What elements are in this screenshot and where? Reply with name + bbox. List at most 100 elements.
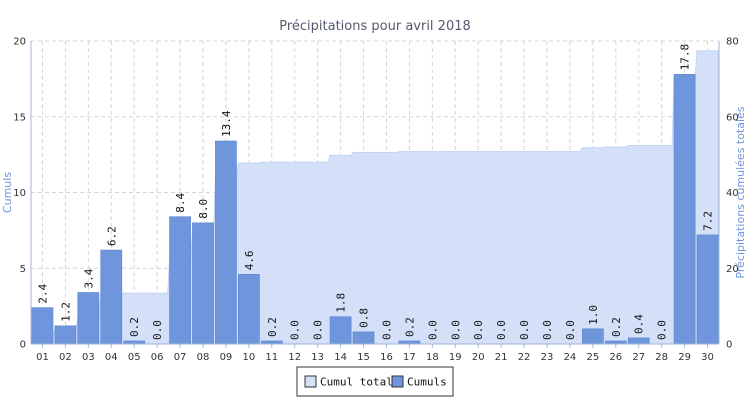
- data-label-day-25: 1.0: [587, 305, 600, 325]
- bar-day-04: [100, 249, 123, 345]
- y-axis-right-label: Précipitations cumulées totales: [734, 106, 747, 278]
- data-label-day-17: 0.2: [403, 317, 416, 337]
- data-label-day-04: 6.2: [105, 226, 118, 246]
- y-tick-right: 20: [726, 264, 739, 275]
- data-label-day-05: 0.2: [128, 317, 141, 337]
- bar-day-07: [169, 216, 191, 345]
- data-label-day-08: 8.0: [197, 199, 210, 219]
- x-tick-19: 19: [449, 352, 462, 363]
- data-label-day-13: 0.0: [312, 320, 325, 340]
- y-axis-left-label: Cumuls: [1, 172, 14, 213]
- data-label-day-19: 0.0: [449, 320, 462, 340]
- x-tick-17: 17: [403, 352, 416, 363]
- x-tick-27: 27: [632, 352, 645, 363]
- chart-title: Précipitations pour avril 2018: [279, 19, 471, 34]
- bar-day-08: [192, 222, 214, 345]
- x-tick-13: 13: [311, 352, 324, 363]
- data-label-day-27: 0.4: [633, 314, 646, 334]
- data-label-day-02: 1.2: [59, 302, 72, 322]
- x-tick-29: 29: [678, 352, 691, 363]
- data-label-day-22: 0.0: [518, 320, 531, 340]
- x-tick-11: 11: [265, 352, 278, 363]
- legend-label-cumul-total: Cumul total: [320, 376, 393, 389]
- data-label-day-20: 0.0: [472, 320, 485, 340]
- legend: Cumul total Cumuls: [296, 366, 454, 397]
- data-label-day-15: 0.8: [358, 308, 371, 328]
- data-label-day-29: 17.8: [679, 44, 692, 71]
- x-tick-22: 22: [518, 352, 531, 363]
- y-tick-right: 0: [726, 340, 732, 351]
- data-label-day-03: 3.4: [82, 268, 95, 288]
- y-tick-left: 10: [13, 188, 26, 199]
- data-label-day-26: 0.2: [610, 317, 623, 337]
- data-label-day-30: 7.2: [702, 211, 715, 231]
- x-tick-01: 01: [36, 352, 49, 363]
- data-label-day-23: 0.0: [541, 320, 554, 340]
- bar-day-15: [352, 331, 375, 345]
- x-tick-20: 20: [472, 352, 485, 363]
- bar-day-30: [696, 234, 719, 345]
- x-tick-03: 03: [82, 352, 95, 363]
- legend-swatch-cumul-total: [304, 375, 317, 388]
- legend-box: [296, 366, 454, 397]
- bar-day-27: [627, 337, 650, 345]
- cumul-total-area-shape: [31, 50, 719, 345]
- bar-day-03: [77, 292, 100, 345]
- x-tick-02: 02: [59, 352, 72, 363]
- y-tick-right: 40: [726, 188, 739, 199]
- bar-day-01: [31, 307, 54, 345]
- x-tick-25: 25: [586, 352, 599, 363]
- data-label-day-07: 8.4: [174, 192, 187, 212]
- bar-day-02: [54, 325, 77, 345]
- bar-day-25: [582, 328, 604, 345]
- x-tick-06: 06: [151, 352, 164, 363]
- bar-day-09: [215, 140, 237, 345]
- bar-day-14: [329, 316, 352, 345]
- x-tick-30: 30: [701, 352, 714, 363]
- x-tick-21: 21: [495, 352, 508, 363]
- x-tick-16: 16: [380, 352, 393, 363]
- data-label-day-16: 0.0: [380, 320, 393, 340]
- y-tick-right: 80: [726, 37, 739, 48]
- data-labels: 2.4 1.2 3.4 6.2 0.2 0.0 8.4 8.0 13.4 4.6 0.2 0.0 0.0…: [36, 44, 714, 340]
- x-tick-12: 12: [288, 352, 301, 363]
- y-tick-left: 15: [13, 112, 26, 123]
- data-label-day-06: 0.0: [151, 320, 164, 340]
- x-tick-10: 10: [242, 352, 255, 363]
- x-tick-14: 14: [334, 352, 347, 363]
- x-tick-28: 28: [655, 352, 668, 363]
- x-tick-07: 07: [174, 352, 187, 363]
- x-tick-09: 09: [220, 352, 233, 363]
- bar-day-10: [238, 274, 260, 345]
- cumul-total-area: [31, 50, 719, 345]
- x-tick-23: 23: [541, 352, 554, 363]
- x-tick-04: 04: [105, 352, 118, 363]
- data-label-day-18: 0.0: [426, 320, 439, 340]
- data-label-day-24: 0.0: [564, 320, 577, 340]
- data-label-day-28: 0.0: [656, 320, 669, 340]
- x-tick-18: 18: [426, 352, 439, 363]
- data-label-day-10: 4.6: [243, 250, 256, 270]
- legend-swatch-cumuls: [391, 375, 404, 388]
- x-tick-15: 15: [357, 352, 370, 363]
- legend-label-cumuls: Cumuls: [407, 376, 447, 389]
- y-tick-left: 5: [20, 264, 26, 275]
- x-tick-05: 05: [128, 352, 141, 363]
- data-label-day-11: 0.2: [266, 317, 279, 337]
- bar-day-29: [673, 74, 696, 345]
- data-label-day-21: 0.0: [495, 320, 508, 340]
- data-label-day-09: 13.4: [220, 110, 233, 137]
- x-tick-08: 08: [197, 352, 210, 363]
- cumuls-bars: [31, 74, 719, 345]
- x-tick-24: 24: [564, 352, 577, 363]
- y-tick-left: 0: [20, 340, 26, 351]
- y-tick-left: 20: [13, 37, 26, 48]
- x-tick-26: 26: [609, 352, 622, 363]
- data-label-day-12: 0.0: [289, 320, 302, 340]
- data-label-day-01: 2.4: [36, 283, 49, 303]
- data-label-day-14: 1.8: [335, 293, 348, 313]
- y-tick-right: 60: [726, 112, 739, 123]
